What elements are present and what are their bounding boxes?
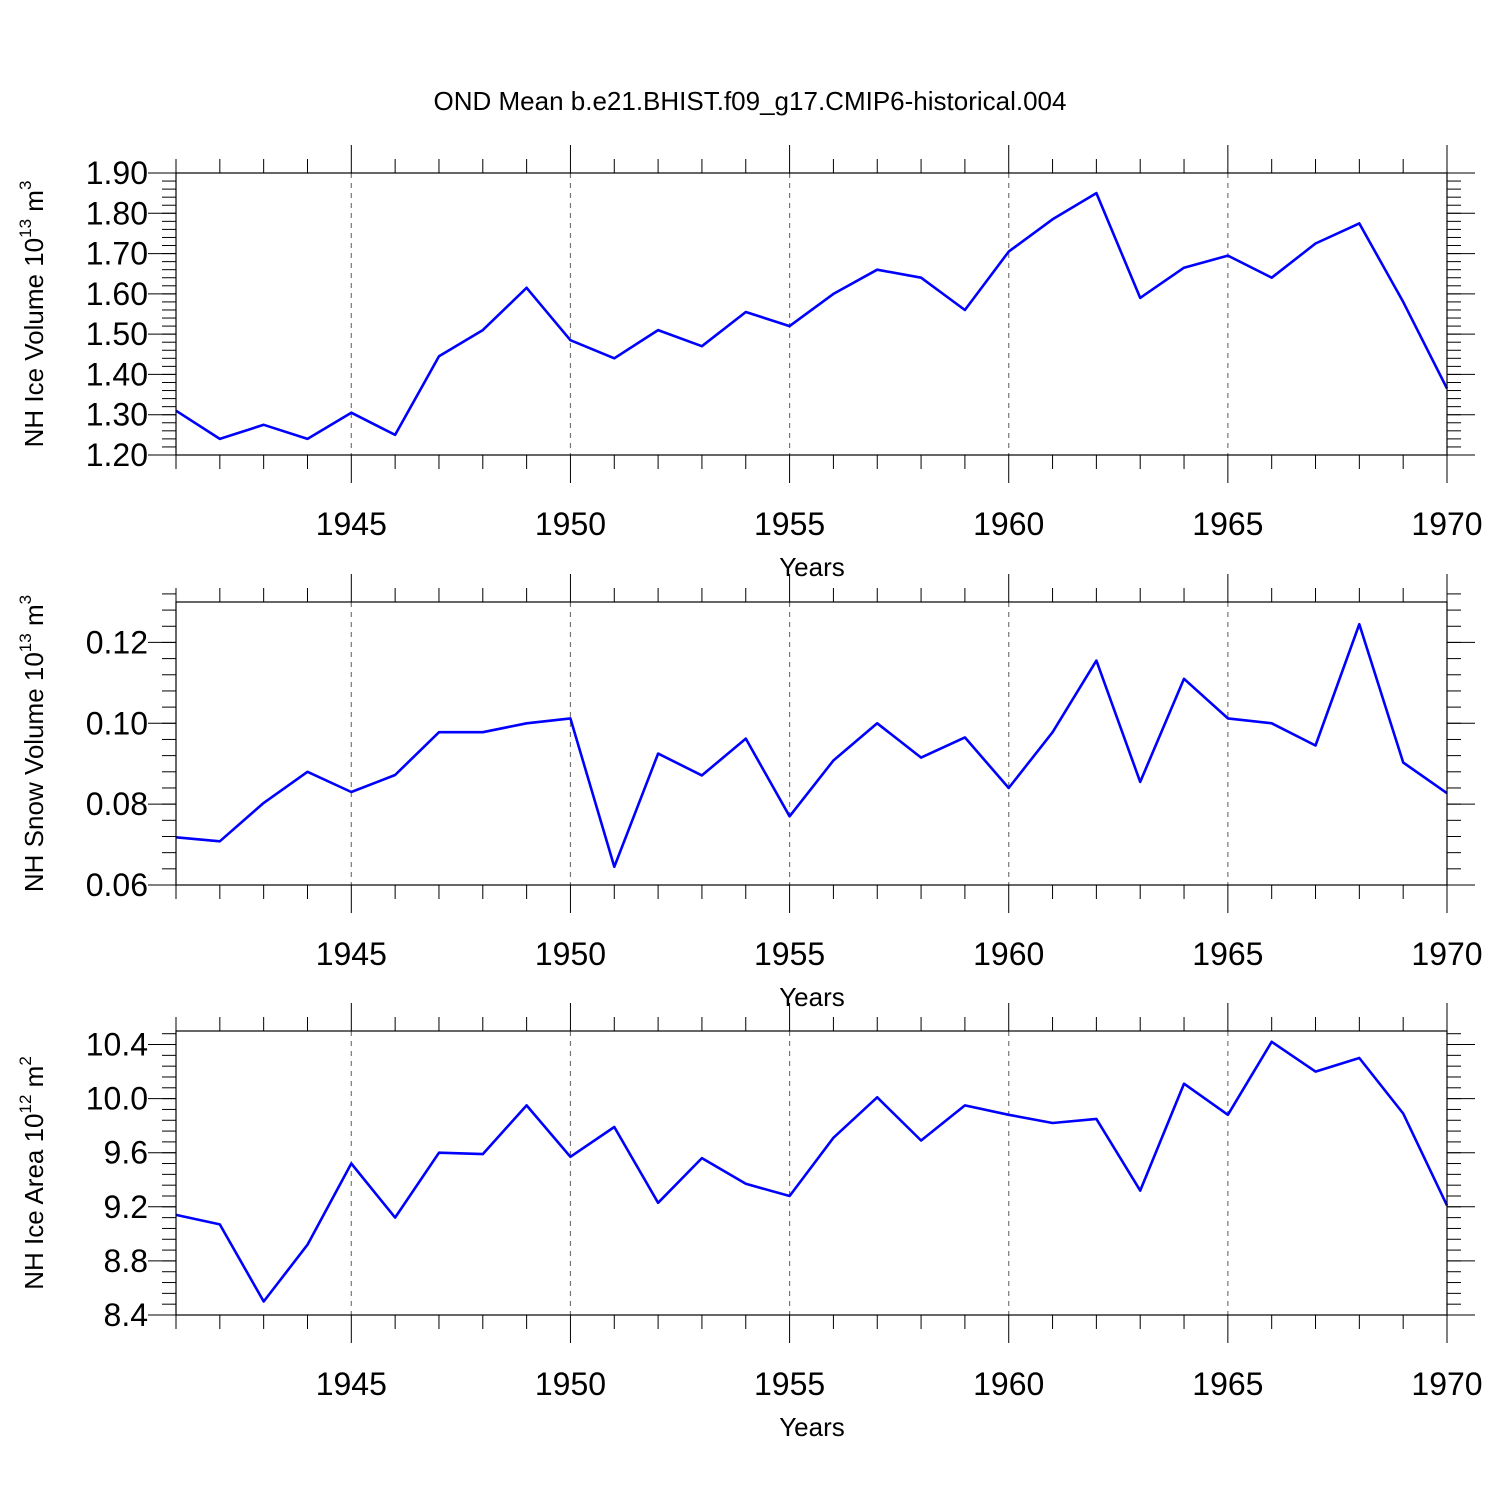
x-tick-label: 1965 <box>1192 506 1263 542</box>
x-tick-label: 1945 <box>316 1366 387 1402</box>
y-tick-label: 1.60 <box>86 276 148 312</box>
y-tick-label: 1.90 <box>86 155 148 191</box>
x-tick-label: 1955 <box>754 936 825 972</box>
x-tick-label: 1960 <box>973 936 1044 972</box>
y-tick-label: 9.6 <box>104 1135 148 1171</box>
y-tick-label: 1.40 <box>86 356 148 392</box>
y-tick-label: 1.80 <box>86 195 148 231</box>
y-tick-label: 1.50 <box>86 316 148 352</box>
x-tick-label: 1950 <box>535 506 606 542</box>
chart-title: OND Mean b.e21.BHIST.f09_g17.CMIP6-histo… <box>434 86 1067 116</box>
x-tick-label: 1965 <box>1192 1366 1263 1402</box>
x-tick-label: 1970 <box>1411 936 1482 972</box>
y-axis-label: NH Ice Volume 1013 m3 <box>16 181 49 448</box>
x-tick-label: 1950 <box>535 936 606 972</box>
y-tick-label: 9.2 <box>104 1189 148 1225</box>
y-axis-label: NH Ice Area 1012 m2 <box>16 1056 49 1290</box>
y-tick-label: 1.70 <box>86 236 148 272</box>
x-axis-label: Years <box>779 552 845 582</box>
x-axis-label: Years <box>779 982 845 1012</box>
y-tick-label: 8.8 <box>104 1243 148 1279</box>
y-tick-label: 0.10 <box>86 705 148 741</box>
plot-frame <box>175 601 1448 886</box>
y-tick-label: 0.06 <box>86 867 148 903</box>
x-tick-label: 1945 <box>316 936 387 972</box>
y-tick-label: 1.30 <box>86 397 148 433</box>
y-tick-label: 1.20 <box>86 437 148 473</box>
y-tick-label: 0.12 <box>86 624 148 660</box>
x-tick-label: 1950 <box>535 1366 606 1402</box>
panel-2: 0.06 0.08 0.10 0.12 1945 1950 1955 1960 1965 1970… <box>16 574 1483 1012</box>
x-tick-label: 1960 <box>973 506 1044 542</box>
y-tick-label: 10.0 <box>86 1081 148 1117</box>
series-line <box>175 1040 1449 1303</box>
y-axis-label: NH Snow Volume 1013 m3 <box>16 595 49 892</box>
x-tick-label: 1970 <box>1411 1366 1482 1402</box>
x-tick-label: 1965 <box>1192 936 1263 972</box>
x-tick-label: 1945 <box>316 506 387 542</box>
series-line <box>175 622 1448 869</box>
series-line <box>175 191 1449 441</box>
y-tick-label: 8.4 <box>104 1297 148 1333</box>
x-tick-label: 1955 <box>754 1366 825 1402</box>
y-tick-label: 10.4 <box>86 1027 148 1063</box>
x-tick-label: 1960 <box>973 1366 1044 1402</box>
y-tick-label: 0.08 <box>86 786 148 822</box>
x-tick-label: 1955 <box>754 506 825 542</box>
plot-frame <box>175 172 1448 456</box>
plot-frame <box>175 1030 1448 1316</box>
x-axis-label: Years <box>779 1412 845 1442</box>
panel-3: 8.4 8.8 9.2 9.6 10.0 10.4 1945 1950 1955 1960 1965… <box>16 1003 1483 1442</box>
panel-1: 1.20 1.30 1.40 1.50 1.60 1.70 1.80 1.90 1945 1950… <box>16 145 1483 582</box>
x-tick-label: 1970 <box>1411 506 1482 542</box>
